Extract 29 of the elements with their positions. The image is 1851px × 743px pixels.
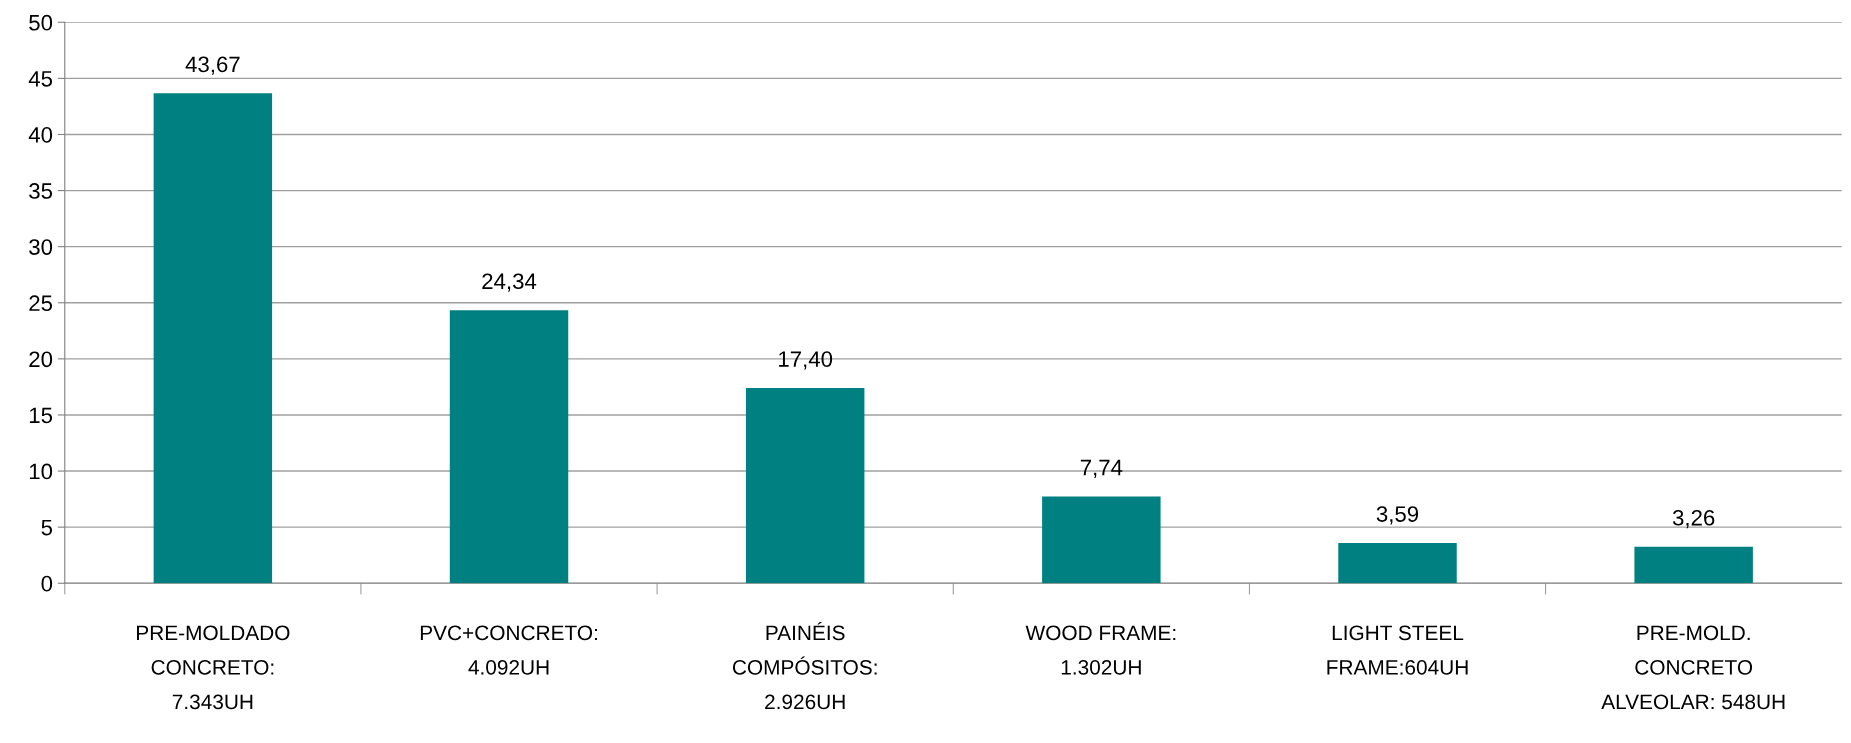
x-tick-label: PRE-MOLD. CONCRETO ALVEOLAR: 548UH bbox=[1601, 625, 1785, 710]
y-tick-label: 30 bbox=[29, 239, 53, 255]
data-label: 17,40 bbox=[779, 351, 833, 370]
bar bbox=[1634, 546, 1753, 584]
y-tick-label: 40 bbox=[28, 127, 53, 143]
data-label: 24,34 bbox=[482, 273, 537, 292]
y-tick-label: 45 bbox=[28, 71, 53, 87]
bar bbox=[1338, 542, 1457, 584]
y-tick-label: 10 bbox=[29, 463, 53, 480]
x-tick-label: PVC+CONCRETO: 4.092UH bbox=[420, 625, 597, 675]
y-tick-label: 20 bbox=[29, 351, 53, 368]
data-label: 3,59 bbox=[1376, 506, 1419, 525]
x-tick-label: WOOD FRAME: 1.302UH bbox=[1025, 625, 1176, 675]
y-tick-label: 35 bbox=[29, 183, 53, 199]
data-label: 3,26 bbox=[1672, 509, 1715, 529]
bar bbox=[745, 388, 865, 584]
data-label: 7,74 bbox=[1080, 459, 1123, 478]
y-tick-label: 50 bbox=[29, 14, 53, 31]
y-tick-label: 25 bbox=[29, 295, 53, 312]
x-tick-label: LIGHT STEEL FRAME:604UH bbox=[1327, 625, 1468, 675]
x-tick-label: PRE-MOLDADO CONCRETO: 7.343UH bbox=[137, 625, 290, 710]
y-tick-label: 5 bbox=[41, 519, 53, 536]
y-tick-label: 15 bbox=[29, 407, 53, 424]
bar bbox=[449, 310, 569, 584]
bar bbox=[1042, 496, 1161, 584]
bar bbox=[153, 93, 273, 584]
y-tick-label: 0 bbox=[41, 575, 53, 592]
x-tick-label: PAINÉIS COMPÓSITOS: 2.926UH bbox=[732, 621, 877, 710]
data-label: 43,67 bbox=[185, 56, 240, 75]
